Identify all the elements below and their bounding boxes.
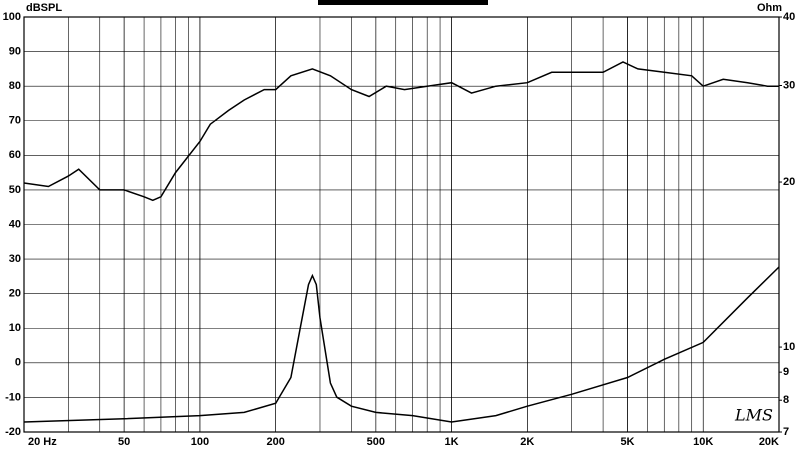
y-tick-label: 90 [9, 45, 21, 57]
y-tick-label: 0 [15, 357, 21, 369]
x-tick-label: 200 [266, 436, 284, 448]
y-tick-label: 50 [9, 184, 21, 196]
series-line [23, 266, 780, 423]
y-tick-label: 100 [3, 11, 21, 23]
y-tick-label: 10 [9, 322, 21, 334]
x-tick-label: 20 Hz [28, 436, 57, 448]
x-tick-label: 5K [620, 436, 634, 448]
y-tick-label: 80 [9, 80, 21, 92]
series-line [23, 61, 779, 202]
x-tick-label: 50 [118, 436, 130, 448]
y-axis-label: dBSPL [26, 2, 62, 14]
x-tick-label: 10K [693, 436, 713, 448]
plot-frame [23, 16, 780, 433]
x-tick-label: 500 [367, 436, 385, 448]
y2-tick-label: 9 [783, 366, 789, 378]
y2-tick-label: 30 [783, 79, 795, 91]
y-tick-label: 40 [9, 218, 21, 230]
y-tick-label: -10 [5, 391, 21, 403]
y-tick-label: 20 [9, 288, 21, 300]
y2-tick-label: 7 [783, 426, 789, 438]
x-tick-label: 2K [520, 436, 534, 448]
y2-tick-label: 8 [783, 394, 789, 406]
y-tick-label: 30 [9, 253, 21, 265]
x-tick-label: 100 [191, 436, 209, 448]
annotation: LMS [734, 406, 773, 425]
x-tick-label: 1K [445, 436, 459, 448]
y2-axis-label: Ohm [757, 2, 782, 14]
y-tick-label: 60 [9, 149, 21, 161]
x-tick-label: 20K [759, 436, 779, 448]
y2-tick-label: 40 [783, 11, 795, 23]
y2-tick-label: 20 [783, 176, 795, 188]
y-tick-label: 70 [9, 115, 21, 127]
y2-tick-label: 10 [783, 341, 795, 353]
title-bar [318, 0, 488, 5]
y-tick-label: -20 [5, 426, 21, 438]
